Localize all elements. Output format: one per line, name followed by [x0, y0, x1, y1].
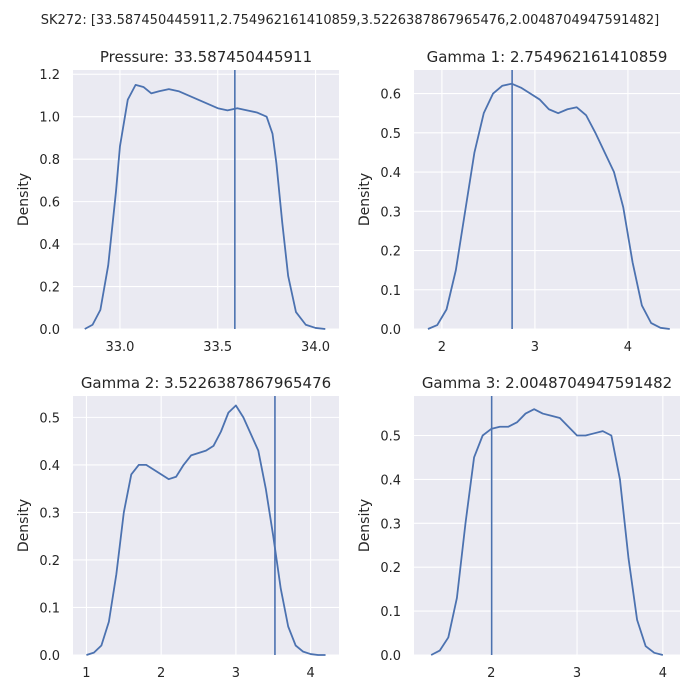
y-tick-label: 0.8	[39, 153, 60, 168]
y-tick-label: 0.1	[380, 284, 401, 299]
y-tick-label: 0.4	[39, 238, 60, 253]
x-tick-label: 33.0	[105, 340, 134, 355]
panel-pressure: 33.0 33.5 34.0 0.0 0.2 0.4 0.6 0.8 1.0 1.2 Pressur…	[16, 48, 339, 355]
plot-area	[73, 70, 339, 329]
density-curve	[86, 404, 326, 656]
x-tick-label: 2	[157, 666, 165, 681]
y-tick-label: 0.0	[39, 323, 60, 338]
x-tick-label: 3	[531, 340, 539, 355]
density-curve	[430, 408, 664, 656]
y-axis-label: Density	[16, 499, 32, 552]
y-tick-label: 0.4	[380, 473, 401, 488]
y-tick-label: 0.5	[380, 430, 401, 445]
x-tick-label: 4	[306, 666, 314, 681]
y-axis-label: Density	[357, 173, 373, 226]
panel-title: Gamma 2: 3.5226387867965476	[81, 374, 331, 392]
panel-gamma-3: 2 3 4 0.0 0.1 0.2 0.3 0.4 0.5 Gamma 3: 2.00487049…	[357, 374, 680, 681]
x-tick-label: 3	[232, 666, 240, 681]
plot-area	[414, 70, 680, 329]
panel-title: Gamma 3: 2.0048704947591482	[422, 374, 672, 392]
y-tick-label: 0.4	[39, 459, 60, 474]
x-tick-label: 34.0	[301, 340, 330, 355]
x-tick-label: 3	[573, 666, 581, 681]
y-tick-label: 0.2	[39, 281, 60, 296]
y-tick-label: 0.2	[39, 554, 60, 569]
figure-suptitle: SK272: [33.587450445911,2.75496216141085…	[41, 13, 660, 28]
y-tick-label: 0.6	[380, 88, 401, 103]
y-axis-label: Density	[357, 499, 373, 552]
panel-title: Gamma 1: 2.754962161410859	[427, 48, 668, 66]
plot-area	[73, 396, 339, 655]
panel-gamma-1: 2 3 4 0.0 0.1 0.2 0.3 0.4 0.5 0.6 Gamma 1: 2.75496…	[357, 48, 680, 355]
x-tick-label: 1	[82, 666, 90, 681]
y-tick-label: 0.0	[380, 323, 401, 338]
x-tick-label: 4	[659, 666, 667, 681]
y-tick-label: 0.5	[380, 127, 401, 142]
y-tick-label: 0.3	[380, 517, 401, 532]
plot-area	[414, 396, 680, 655]
y-tick-label: 0.0	[380, 649, 401, 664]
density-curve	[84, 83, 326, 330]
x-tick-label: 2	[438, 340, 446, 355]
y-tick-label: 0.2	[380, 245, 401, 260]
y-tick-label: 0.2	[380, 561, 401, 576]
x-tick-label: 33.5	[203, 340, 232, 355]
y-tick-label: 0.6	[39, 196, 60, 211]
y-tick-label: 0.3	[380, 205, 401, 220]
panel-gamma-2: 1 2 3 4 0.0 0.1 0.2 0.3 0.4 0.5 Gamma 2: 3.5226387…	[16, 374, 339, 681]
y-tick-label: 0.4	[380, 166, 401, 181]
y-tick-label: 0.3	[39, 506, 60, 521]
y-tick-label: 1.2	[39, 68, 60, 83]
panel-title: Pressure: 33.587450445911	[100, 48, 312, 66]
y-tick-label: 0.1	[380, 605, 401, 620]
x-tick-label: 4	[624, 340, 632, 355]
y-tick-label: 1.0	[39, 111, 60, 126]
density-curve	[427, 82, 670, 330]
y-tick-label: 0.5	[39, 411, 60, 426]
y-tick-label: 0.0	[39, 649, 60, 664]
x-tick-label: 2	[487, 666, 495, 681]
y-tick-label: 0.1	[39, 601, 60, 616]
y-axis-label: Density	[16, 173, 32, 226]
